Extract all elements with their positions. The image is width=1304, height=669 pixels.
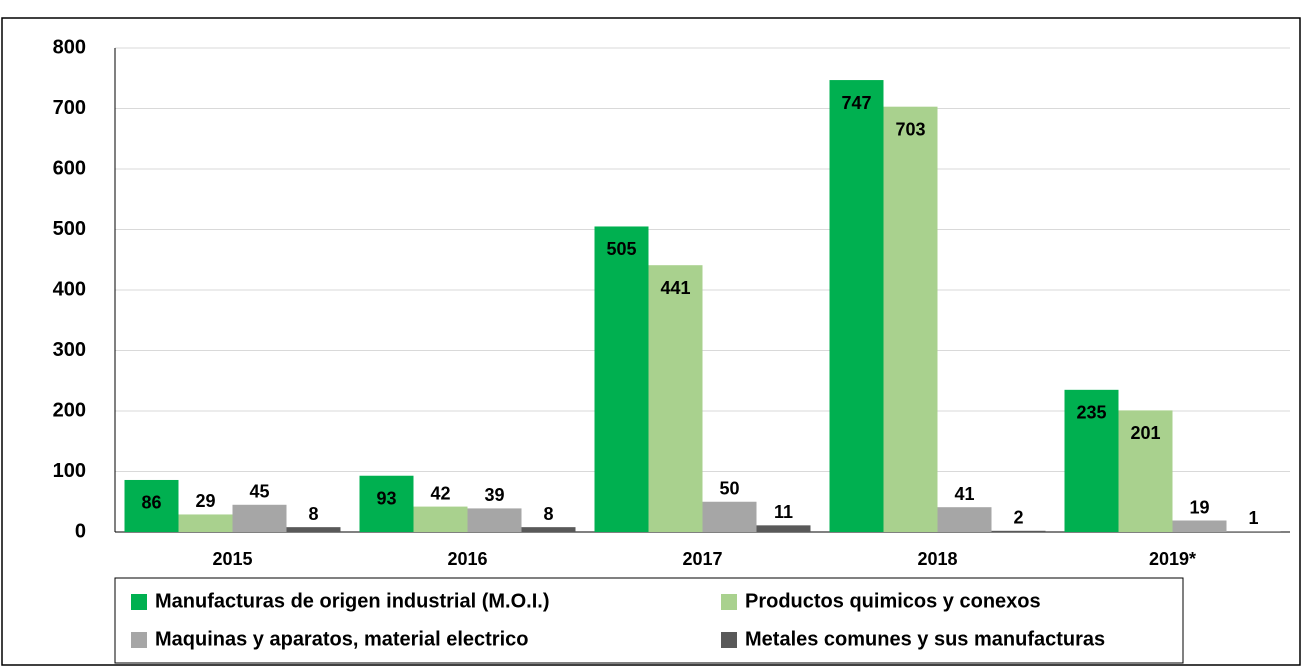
legend-label: Productos quimicos y conexos [745, 590, 1041, 612]
bar [594, 226, 649, 532]
data-label: 50 [719, 479, 739, 499]
y-tick-label: 700 [53, 97, 86, 119]
bar [467, 508, 522, 532]
legend-label: Manufacturas de origen industrial (M.O.I… [155, 590, 549, 612]
bar [1064, 389, 1119, 532]
y-tick-label: 500 [53, 218, 86, 240]
data-label: 86 [141, 493, 161, 513]
x-tick-label: 2019* [1149, 549, 1196, 569]
data-label: 11 [774, 502, 793, 522]
bar [829, 80, 884, 532]
data-label: 8 [308, 504, 318, 524]
y-tick-label: 800 [53, 36, 86, 58]
data-label: 45 [249, 482, 269, 502]
data-label: 93 [376, 488, 396, 508]
bar [1226, 531, 1281, 532]
legend-swatch [721, 594, 737, 610]
data-label: 8 [543, 504, 553, 524]
data-label: 441 [660, 278, 690, 298]
data-label: 42 [430, 483, 450, 503]
data-label: 235 [1076, 403, 1106, 423]
legend-frame [114, 577, 1184, 664]
bar [124, 479, 179, 532]
bar [286, 527, 341, 532]
y-tick-label: 200 [53, 399, 86, 421]
y-tick-label: 600 [53, 157, 86, 179]
y-tick-label: 300 [53, 339, 86, 361]
bar [1118, 410, 1173, 532]
bar [937, 507, 992, 532]
bar [756, 525, 811, 532]
legend-swatch [131, 632, 147, 648]
bar [178, 514, 233, 532]
y-tick-label: 400 [53, 278, 86, 300]
x-tick-label: 2018 [917, 549, 957, 569]
bar [702, 501, 757, 532]
bar [1172, 520, 1227, 532]
x-tick-label: 2016 [447, 549, 487, 569]
bar [413, 506, 468, 532]
data-label: 747 [841, 93, 871, 113]
bar [883, 106, 938, 532]
data-label: 19 [1189, 497, 1209, 517]
data-label: 703 [895, 119, 925, 139]
bar [232, 504, 287, 532]
bar [648, 265, 703, 532]
y-tick-label: 0 [75, 520, 86, 542]
bar [359, 475, 414, 532]
data-label: 505 [606, 239, 636, 259]
legend-swatch [721, 632, 737, 648]
x-tick-label: 2017 [682, 549, 722, 569]
bar [521, 527, 576, 532]
data-label: 2 [1013, 508, 1023, 528]
data-label: 29 [195, 491, 215, 511]
data-label: 39 [484, 485, 504, 505]
x-tick-label: 2015 [212, 549, 252, 569]
data-label: 1 [1248, 508, 1258, 528]
legend-label: Metales comunes y sus manufacturas [745, 628, 1105, 650]
y-tick-label: 100 [53, 460, 86, 482]
bar [991, 530, 1046, 532]
legend-swatch [131, 594, 147, 610]
data-label: 201 [1130, 423, 1160, 443]
data-label: 41 [954, 484, 974, 504]
legend-label: Maquinas y aparatos, material electrico [155, 628, 529, 650]
